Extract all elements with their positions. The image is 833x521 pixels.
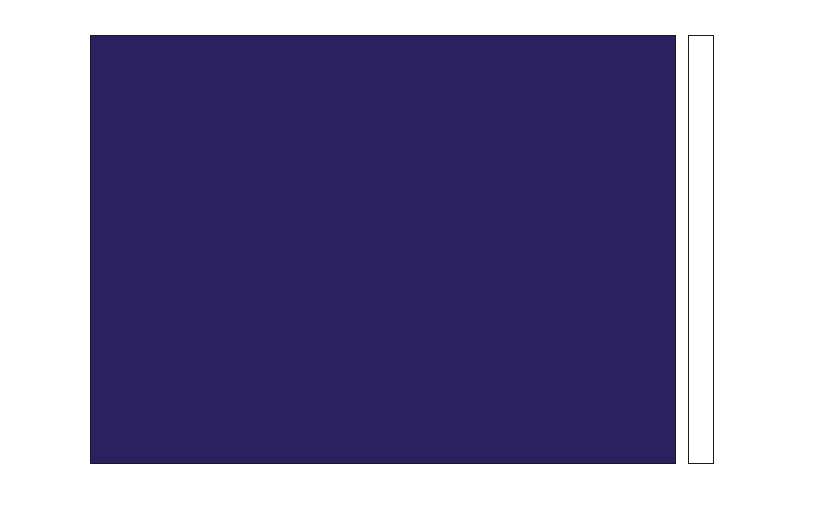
heatmap-canvas bbox=[91, 36, 675, 463]
colorbar-gradient bbox=[689, 36, 713, 463]
heatmap-axes[interactable] bbox=[90, 35, 676, 464]
colorbar[interactable] bbox=[688, 35, 714, 464]
